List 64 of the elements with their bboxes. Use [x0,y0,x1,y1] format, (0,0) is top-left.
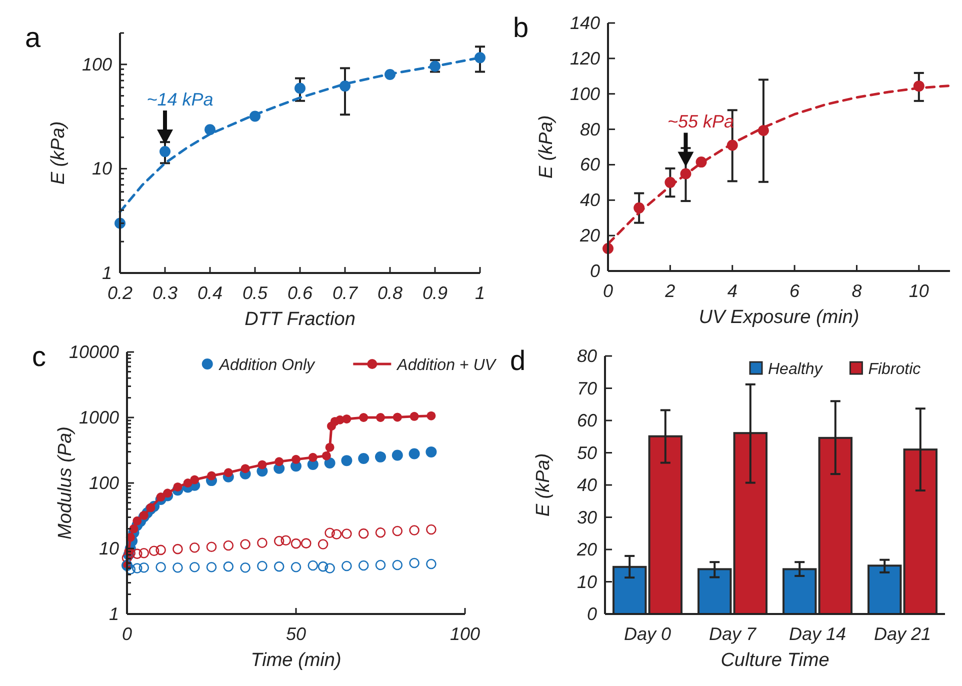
y-tick-label: 0 [590,261,600,281]
x-tick-label: 4 [727,281,738,301]
x-tick-label: 0.7 [332,283,358,303]
x-tick-label: 2 [664,281,676,301]
x-tick-label: 6 [790,281,801,301]
y-tick-label: 40 [576,475,597,495]
legend-label: Healthy [768,361,824,378]
y-axis-title: Modulus (Pa) [55,426,76,540]
chart-title: b [513,12,529,43]
x-tick-label: 0.8 [377,283,403,303]
y-tick-label: 40 [580,190,600,210]
y-tick-label: 10 [92,158,112,179]
y-tick-label: 100 [88,473,119,493]
chart-title: a [25,22,41,53]
y-tick-label: 20 [576,540,597,560]
y-tick-label: 120 [570,48,600,68]
legend-label: Addition Only [218,357,316,374]
y-tick-label: 1 [108,604,119,624]
legend-label: Fibrotic [868,361,921,378]
y-axis-title: E (kPa) [48,121,69,185]
x-tick-label: 100 [450,624,480,644]
x-tick-label: 0.5 [242,283,268,303]
x-axis-title: Culture Time [720,650,830,671]
annotation: ~14 kPa [146,90,214,110]
y-tick-label: 70 [576,378,597,398]
x-axis-title: DTT Fraction [244,309,356,330]
x-tick-label: 0 [122,624,132,644]
y-tick-label: 80 [580,119,600,140]
chart-title: c [32,341,46,372]
x-axis-title: Time (min) [250,650,342,671]
y-tick-label: 60 [580,154,600,175]
y-tick-label: 10000 [68,342,119,362]
x-tick-label: Day 0 [624,624,672,644]
x-tick-label: 10 [908,281,929,301]
y-tick-label: 60 [576,410,597,430]
chart-title: d [510,345,526,376]
y-tick-label: 100 [570,84,600,104]
x-tick-label: 0.9 [422,283,448,303]
y-tick-label: 1 [102,263,112,283]
y-tick-label: 20 [578,226,600,246]
x-tick-label: 1 [474,283,486,303]
x-tick-label: Day 21 [874,624,932,644]
x-tick-label: 0.4 [197,283,223,303]
y-tick-label: 80 [576,346,597,366]
y-tick-label: 10 [98,538,119,558]
x-tick-label: 0.3 [152,283,178,303]
x-tick-label: 50 [286,624,306,644]
y-tick-label: 10 [576,572,597,592]
y-tick-label: 30 [576,507,597,528]
x-tick-label: Day 7 [708,624,757,644]
y-axis-title: E (kPa) [536,115,557,179]
x-tick-label: 8 [852,281,862,301]
x-tick-label: 0 [602,281,614,301]
y-tick-label: 50 [576,442,597,463]
y-tick-label: 1000 [78,408,119,428]
x-tick-label: 0.6 [287,283,314,303]
y-axis-title: E (kPa) [533,453,554,517]
x-tick-label: 0.2 [107,283,133,303]
x-axis-title: UV Exposure (min) [698,307,860,328]
y-tick-label: 0 [586,604,597,624]
y-tick-label: 100 [82,54,112,74]
legend-label: Addition + UV [396,357,497,374]
y-tick-label: 140 [570,13,600,33]
x-tick-label: Day 14 [788,624,846,644]
